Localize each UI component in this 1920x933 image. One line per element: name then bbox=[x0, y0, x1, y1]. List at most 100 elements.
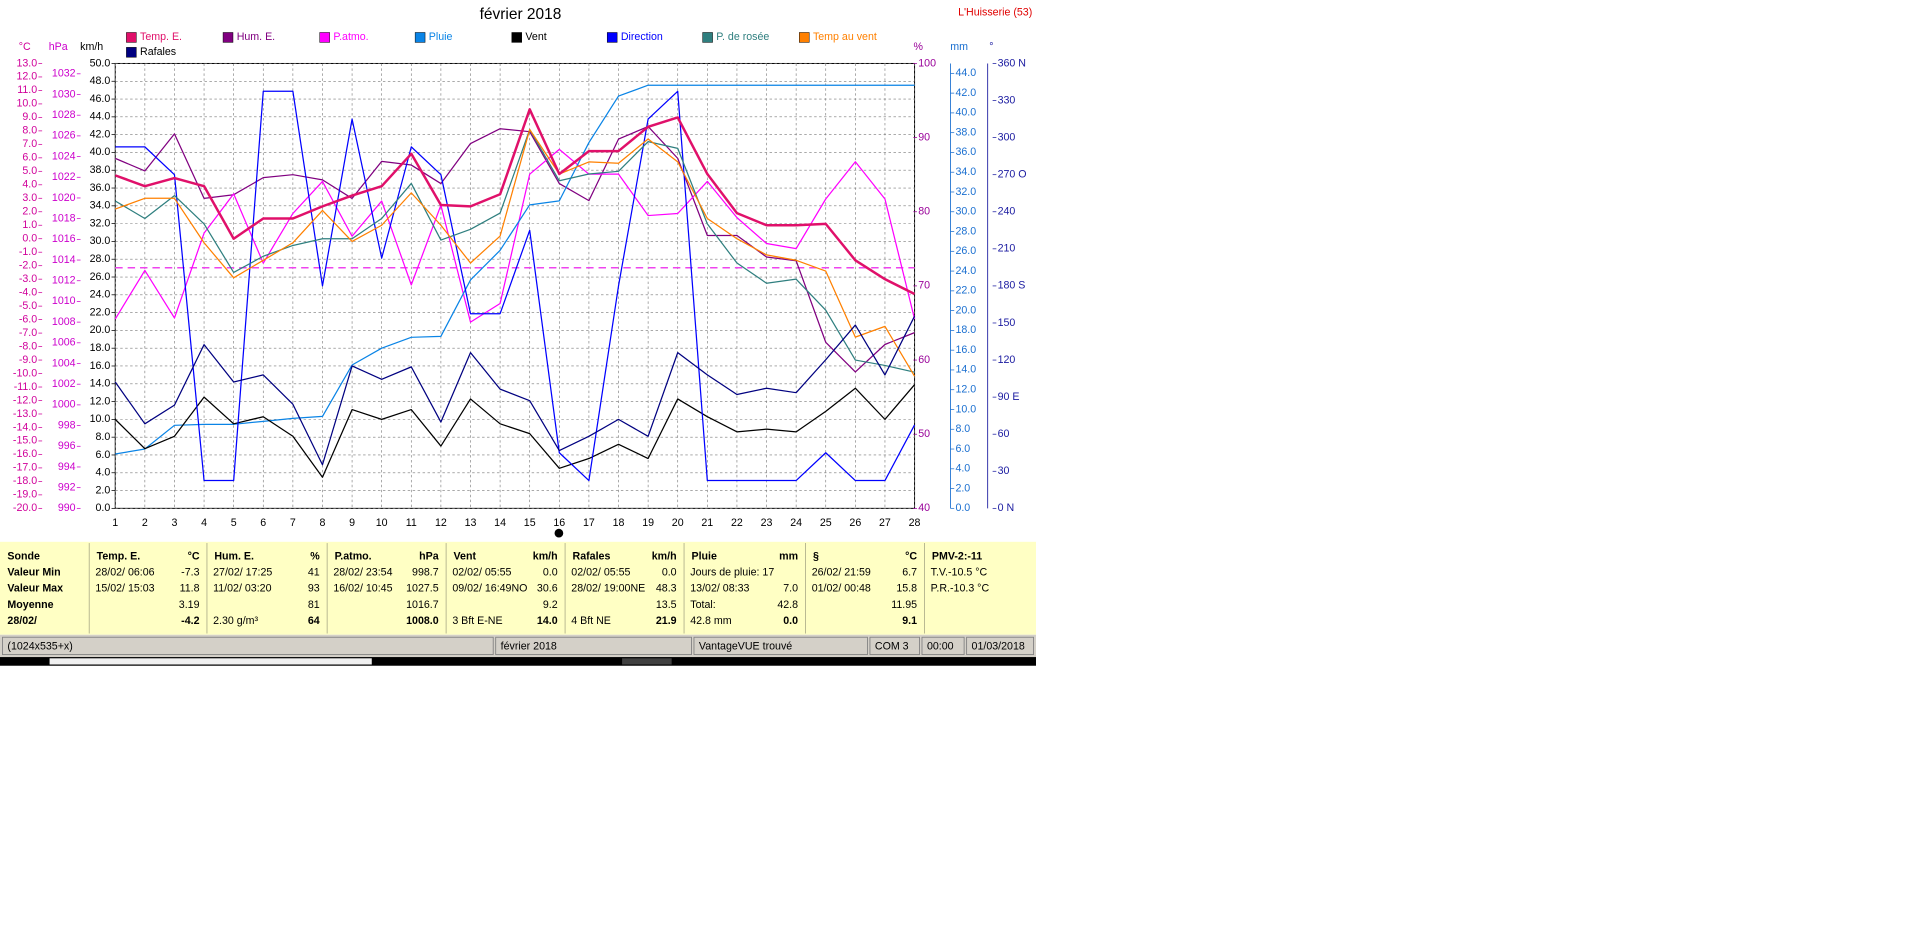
y-tick-label: 360 N bbox=[998, 57, 1026, 69]
y-tick-label: -1.0 bbox=[19, 246, 37, 258]
y-tick-label: 1008 bbox=[52, 316, 76, 328]
series-line bbox=[115, 84, 915, 455]
cell-value: 1016.7 bbox=[406, 599, 439, 611]
cell-label: 2.30 g/m³ bbox=[213, 615, 258, 627]
y-tick-label: 3.0 bbox=[22, 192, 37, 204]
x-tick-label: 2 bbox=[142, 517, 148, 529]
column-header: Temp. E. bbox=[97, 550, 141, 562]
x-tick-label: 14 bbox=[494, 517, 506, 529]
column-header: P.atmo. bbox=[335, 550, 372, 562]
y-tick-label: -15.0 bbox=[13, 435, 37, 447]
y-tick-label: 4.0 bbox=[955, 463, 970, 475]
series-line bbox=[115, 128, 916, 377]
scroll-thumb[interactable] bbox=[49, 658, 372, 665]
axis-unit: km/h bbox=[80, 41, 103, 53]
y-tick-label: 1010 bbox=[52, 295, 76, 307]
y-tick-label: 32.0 bbox=[90, 217, 111, 229]
status-panel bbox=[966, 636, 1034, 656]
cell-label: 4 Bft NE bbox=[571, 615, 611, 627]
y-tick-label: 8.0 bbox=[95, 431, 110, 443]
column-header: Sonde bbox=[7, 550, 40, 562]
x-tick-label: 12 bbox=[435, 517, 447, 529]
y-tick-label: 9.0 bbox=[22, 111, 37, 123]
y-tick-label: 120 bbox=[998, 354, 1016, 366]
y-tick-label: 80 bbox=[918, 206, 930, 218]
cell-value: 3.19 bbox=[179, 599, 200, 611]
cell-value: 48.3 bbox=[656, 583, 677, 595]
y-tick-label: 1020 bbox=[52, 192, 76, 204]
cell-label: 02/02/ 05:55 bbox=[571, 567, 630, 579]
cell-value: 0.0 bbox=[662, 567, 677, 579]
y-tick-label: 44.0 bbox=[955, 67, 976, 79]
y-tick-label: 34.0 bbox=[955, 166, 976, 178]
y-tick-label: 60 bbox=[918, 354, 930, 366]
legend-label: Rafales bbox=[140, 46, 176, 58]
status-panel bbox=[693, 636, 868, 656]
y-tick-label: -8.0 bbox=[19, 340, 37, 352]
legend-swatch bbox=[126, 32, 137, 43]
legend-swatch bbox=[702, 32, 713, 43]
row-name: 28/02/ bbox=[7, 615, 37, 627]
y-tick-label: 240 bbox=[998, 206, 1016, 218]
y-tick-label: 0.0 bbox=[95, 502, 110, 514]
column-header: Rafales bbox=[573, 550, 611, 562]
cell-value: 13.5 bbox=[656, 599, 677, 611]
y-tick-label: 60 bbox=[998, 428, 1010, 440]
y-tick-label: 1018 bbox=[52, 212, 76, 224]
y-tick-label: 20.0 bbox=[955, 304, 976, 316]
cell-value: 41 bbox=[308, 567, 320, 579]
y-tick-label: 30 bbox=[998, 465, 1010, 477]
y-tick-label: 994 bbox=[58, 461, 76, 473]
cell-value: 21.9 bbox=[656, 615, 677, 627]
y-tick-label: 20.0 bbox=[90, 324, 111, 336]
y-tick-label: 1006 bbox=[52, 337, 76, 349]
x-tick-label: 5 bbox=[231, 517, 237, 529]
current-day-marker bbox=[554, 528, 564, 538]
x-tick-label: 1 bbox=[112, 517, 118, 529]
cell-value: 81 bbox=[308, 599, 320, 611]
cell-label: 02/02/ 05:55 bbox=[452, 567, 511, 579]
y-tick-label: 6.0 bbox=[95, 449, 110, 461]
column-header: Pluie bbox=[691, 550, 717, 562]
y-tick-label: -2.0 bbox=[19, 259, 37, 271]
status-panel bbox=[921, 636, 965, 656]
x-tick-label: 8 bbox=[320, 517, 326, 529]
y-tick-label: 26.0 bbox=[90, 271, 111, 283]
y-tick-label: 34.0 bbox=[90, 200, 111, 212]
column-unit: km/h bbox=[652, 550, 677, 562]
column-header: PMV-2:-11 bbox=[932, 550, 982, 562]
y-tick-label: 42.0 bbox=[90, 128, 111, 140]
y-tick-label: 13.0 bbox=[16, 57, 37, 69]
status-text: (1024x535+x) bbox=[7, 640, 72, 652]
y-tick-label: 996 bbox=[58, 440, 76, 452]
x-tick-label: 4 bbox=[201, 517, 207, 529]
legend-label: Hum. E. bbox=[237, 31, 275, 43]
column-header: § bbox=[813, 550, 819, 562]
legend-swatch bbox=[606, 32, 618, 43]
cell-value: 9.1 bbox=[902, 615, 917, 627]
y-tick-label: 16.0 bbox=[90, 360, 111, 372]
x-tick-label: 20 bbox=[672, 517, 684, 529]
y-tick-label: 300 bbox=[998, 131, 1016, 143]
x-tick-label: 27 bbox=[879, 517, 891, 529]
x-tick-label: 28 bbox=[909, 517, 921, 529]
y-tick-label: -12.0 bbox=[13, 394, 37, 406]
axis-unit: °C bbox=[19, 41, 31, 53]
y-tick-label: 18.0 bbox=[90, 342, 111, 354]
y-tick-label: 14.0 bbox=[90, 378, 111, 390]
cell-value: 0.0 bbox=[543, 567, 558, 579]
y-tick-label: 11.0 bbox=[17, 84, 37, 96]
y-tick-label: 1024 bbox=[52, 150, 76, 162]
y-tick-label: 8.0 bbox=[22, 125, 37, 137]
cell-label: T.V.-10.5 °C bbox=[931, 567, 988, 579]
y-tick-label: 90 E bbox=[998, 391, 1020, 403]
cell-value: 11.95 bbox=[891, 599, 917, 611]
y-tick-label: 40 bbox=[918, 502, 930, 514]
y-tick-label: 12.0 bbox=[90, 395, 111, 407]
y-tick-label: -9.0 bbox=[19, 354, 37, 366]
row-name: Moyenne bbox=[7, 599, 53, 611]
axis-unit: mm bbox=[950, 41, 968, 53]
legend-label: Direction bbox=[621, 31, 663, 43]
